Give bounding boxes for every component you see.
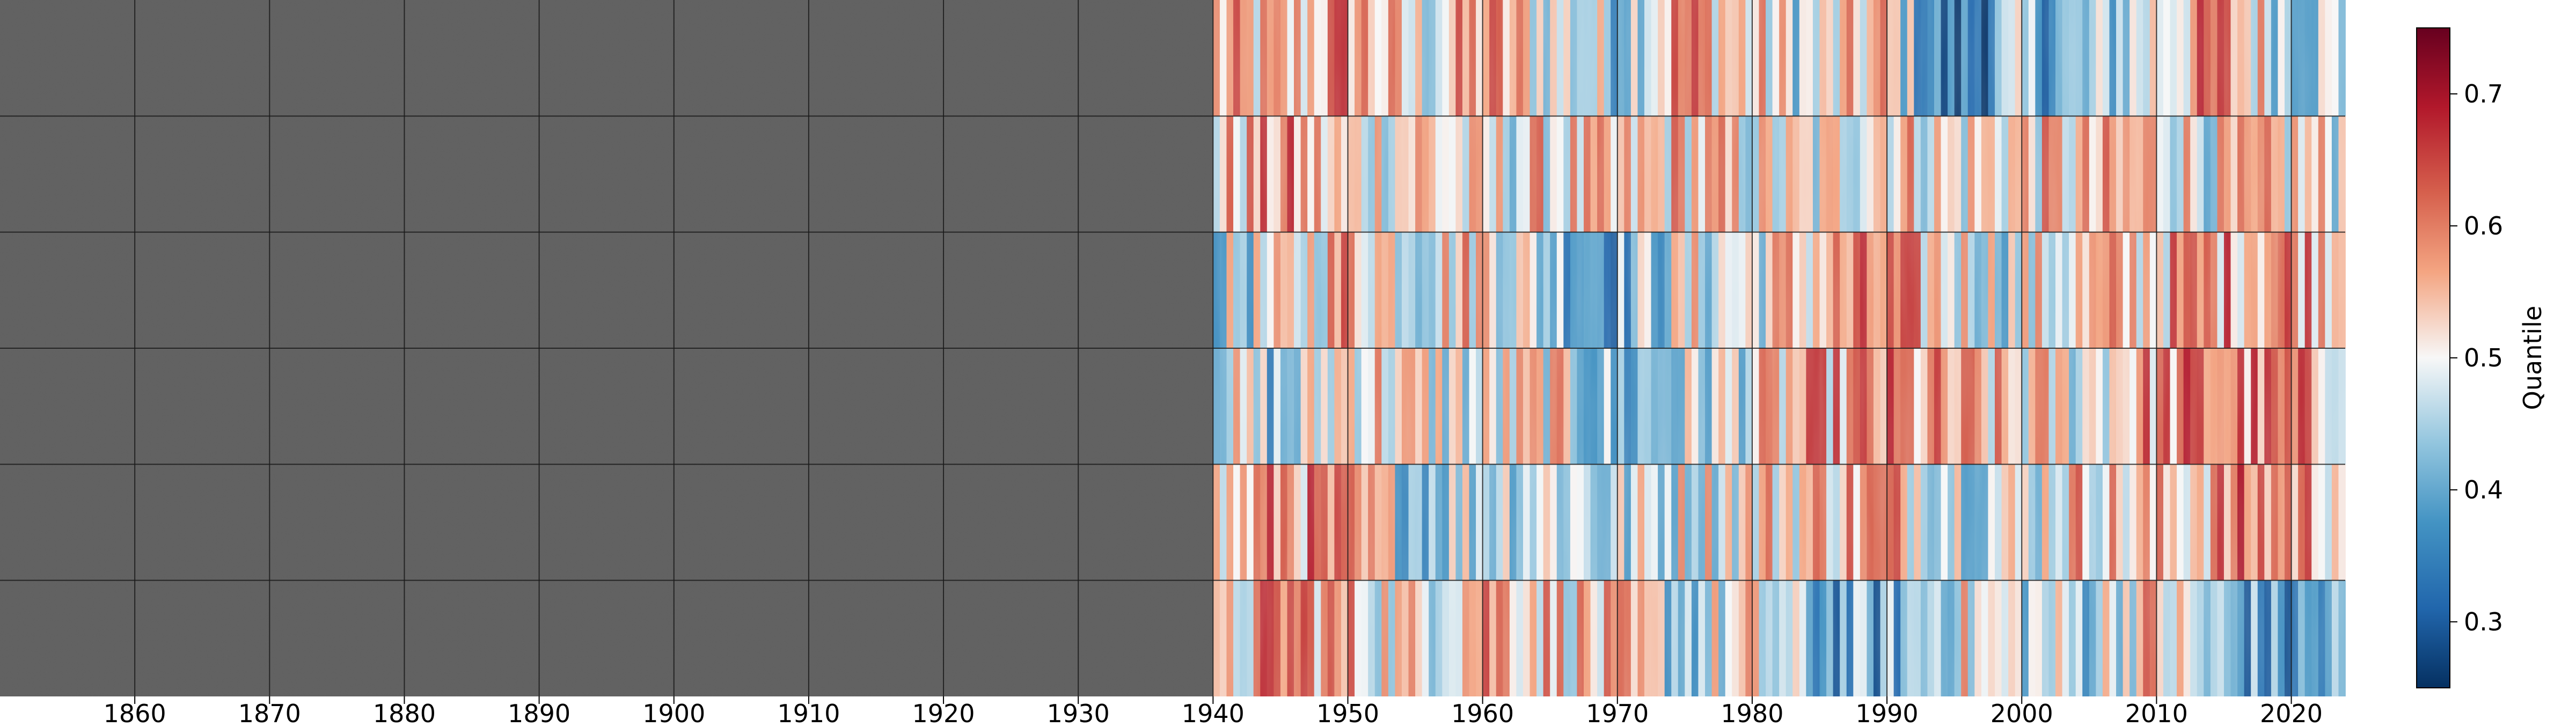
colorbar-tick-label: 0.6: [2464, 211, 2503, 240]
x-tick-label: 1940: [1182, 699, 1245, 724]
grid-lines: [0, 0, 2345, 696]
x-tick-label: 1910: [777, 699, 840, 724]
x-tick-label: 2000: [1990, 699, 2053, 724]
colorbar-tick-label: 0.3: [2464, 607, 2503, 636]
x-tick-label: 2020: [2260, 699, 2323, 724]
x-tick-label: 2010: [2125, 699, 2188, 724]
x-tick-label: 1920: [912, 699, 975, 724]
colorbar: Quantile 0.3 0.4 0.5 0.6 0.7: [2416, 27, 2547, 688]
x-tick-label: 1900: [642, 699, 705, 724]
x-tick-label: 1890: [508, 699, 570, 724]
x-tick-label: 1860: [104, 699, 166, 724]
colorbar-tick-label: 0.5: [2464, 343, 2503, 372]
x-tick-label: 1990: [1856, 699, 1919, 724]
x-tick-label: 1950: [1316, 699, 1379, 724]
x-tick-label: 1970: [1586, 699, 1649, 724]
colorbar-tick-label: 0.7: [2464, 79, 2503, 108]
colorbar-gradient: [2416, 27, 2450, 688]
x-tick-label: 1980: [1721, 699, 1783, 724]
x-tick-label: 1880: [373, 699, 436, 724]
x-tick-label: 1870: [238, 699, 301, 724]
colorbar-tick-label: 0.4: [2464, 475, 2503, 504]
x-tick-label: 1930: [1047, 699, 1110, 724]
x-axis: 1860 1870 1880 1890 1900 1910 1920 1930 1940 1950…: [104, 696, 2323, 727]
colorbar-label: Quantile: [2518, 306, 2547, 410]
x-tick-label: 1960: [1451, 699, 1514, 724]
